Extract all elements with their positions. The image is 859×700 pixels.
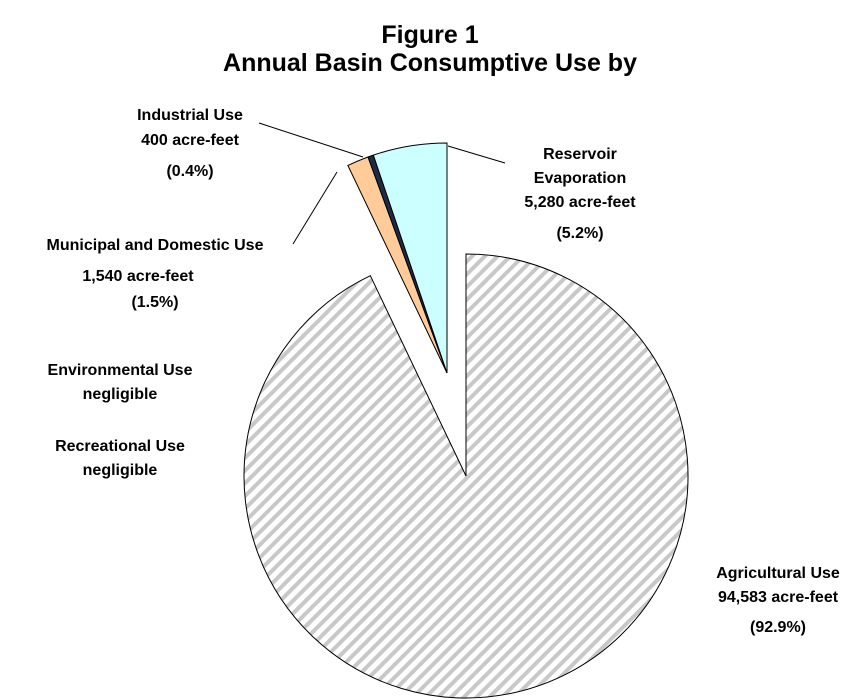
label-recreational-name: Recreational Use <box>55 438 185 455</box>
label-industrial-percent: (0.4%) <box>166 163 213 180</box>
pie-slice-reservoir-evaporation <box>372 142 448 374</box>
chart-title: Figure 1 <box>381 21 478 49</box>
leader-line-municipal <box>292 171 338 245</box>
leader-line-reservoir <box>447 145 506 164</box>
label-municipal-percent: (1.5%) <box>131 294 178 311</box>
chart-subtitle: Annual Basin Consumptive Use by <box>223 49 637 77</box>
label-environmental-value: negligible <box>83 386 158 403</box>
label-agricultural-value: 94,583 acre-feet <box>718 589 839 606</box>
label-reservoir-name-line1: Reservoir <box>543 146 617 163</box>
label-reservoir-percent: (5.2%) <box>556 225 603 242</box>
label-municipal-name: Municipal and Domestic Use <box>47 237 264 254</box>
label-agricultural-percent: (92.9%) <box>750 619 806 636</box>
leader-line-industrial <box>258 122 364 158</box>
label-municipal-value: 1,540 acre-feet <box>82 268 194 285</box>
label-industrial-name: Industrial Use <box>137 107 243 124</box>
label-recreational-value: negligible <box>83 462 158 479</box>
label-agricultural-name: Agricultural Use <box>716 565 840 582</box>
label-environmental-name: Environmental Use <box>48 362 193 379</box>
pie-slice-agricultural-use <box>243 253 689 699</box>
label-industrial-value: 400 acre-feet <box>141 132 240 149</box>
label-reservoir-name-line2: Evaporation <box>534 170 626 187</box>
label-reservoir-value: 5,280 acre-feet <box>524 194 636 211</box>
